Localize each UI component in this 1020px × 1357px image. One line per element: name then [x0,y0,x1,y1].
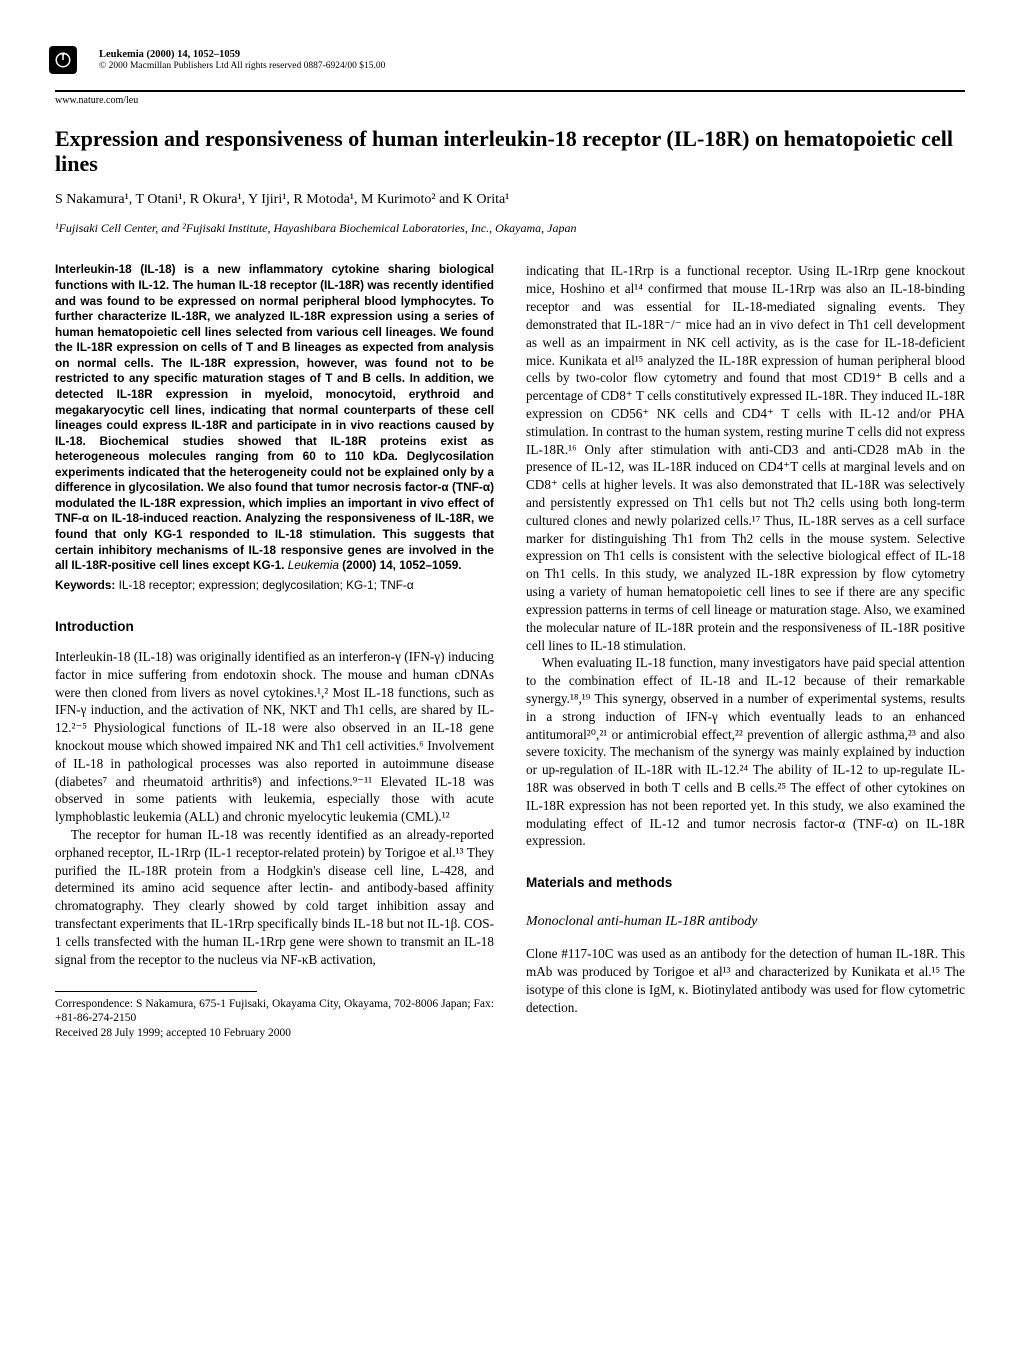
affiliation: ¹Fujisaki Cell Center, and ²Fujisaki Ins… [55,220,965,236]
introduction-heading: Introduction [55,618,494,636]
keywords-block: Keywords: IL-18 receptor; expression; de… [55,578,494,594]
abstract-pages: 1052–1059. [396,558,462,572]
correspondence-address: Correspondence: S Nakamura, 675-1 Fujisa… [55,997,494,1027]
journal-citation: Leukemia (2000) 14, 1052–1059 [99,48,385,61]
received-accepted: Received 28 July 1999; accepted 10 Febru… [55,1026,494,1041]
publisher-logo [49,46,77,74]
body-columns: Interleukin-18 (IL-18) is a new inflamma… [55,262,965,1041]
journal-meta: Leukemia (2000) 14, 1052–1059 © 2000 Mac… [99,48,385,73]
journal-header: Leukemia (2000) 14, 1052–1059 © 2000 Mac… [55,50,965,84]
mab-subsection-heading: Monoclonal anti-human IL-18R antibody [526,913,965,932]
left-column: Interleukin-18 (IL-18) is a new inflamma… [55,262,494,1041]
abstract-journal: Leukemia [288,558,339,572]
right-paragraph-2: When evaluating IL-18 function, many inv… [526,654,965,850]
abstract-text: Interleukin-18 (IL-18) is a new inflamma… [55,262,494,572]
right-paragraph-1: indicating that IL-1Rrp is a functional … [526,262,965,654]
right-column: indicating that IL-1Rrp is a functional … [526,262,965,1041]
journal-url: www.nature.com/leu [55,94,965,108]
abstract-block: Interleukin-18 (IL-18) is a new inflamma… [55,262,494,573]
author-list: S Nakamura¹, T Otani¹, R Okura¹, Y Ijiri… [55,191,965,210]
keywords-text: IL-18 receptor; expression; deglycosilat… [115,578,413,592]
keywords-label: Keywords: [55,578,115,592]
intro-paragraph-1: Interleukin-18 (IL-18) was originally id… [55,648,494,826]
intro-paragraph-2: The receptor for human IL-18 was recentl… [55,826,494,969]
abstract-volume: 14, [380,558,396,572]
footnote-rule [55,991,257,992]
npg-logo-icon [54,51,72,69]
materials-methods-heading: Materials and methods [526,874,965,892]
journal-copyright: © 2000 Macmillan Publishers Ltd All righ… [99,61,385,73]
header-rule [55,90,965,92]
correspondence-block: Correspondence: S Nakamura, 675-1 Fujisa… [55,997,494,1042]
mm-paragraph-1: Clone #117-10C was used as an antibody f… [526,945,965,1016]
abstract-year: (2000) [339,558,380,572]
article-title: Expression and responsiveness of human i… [55,126,965,178]
